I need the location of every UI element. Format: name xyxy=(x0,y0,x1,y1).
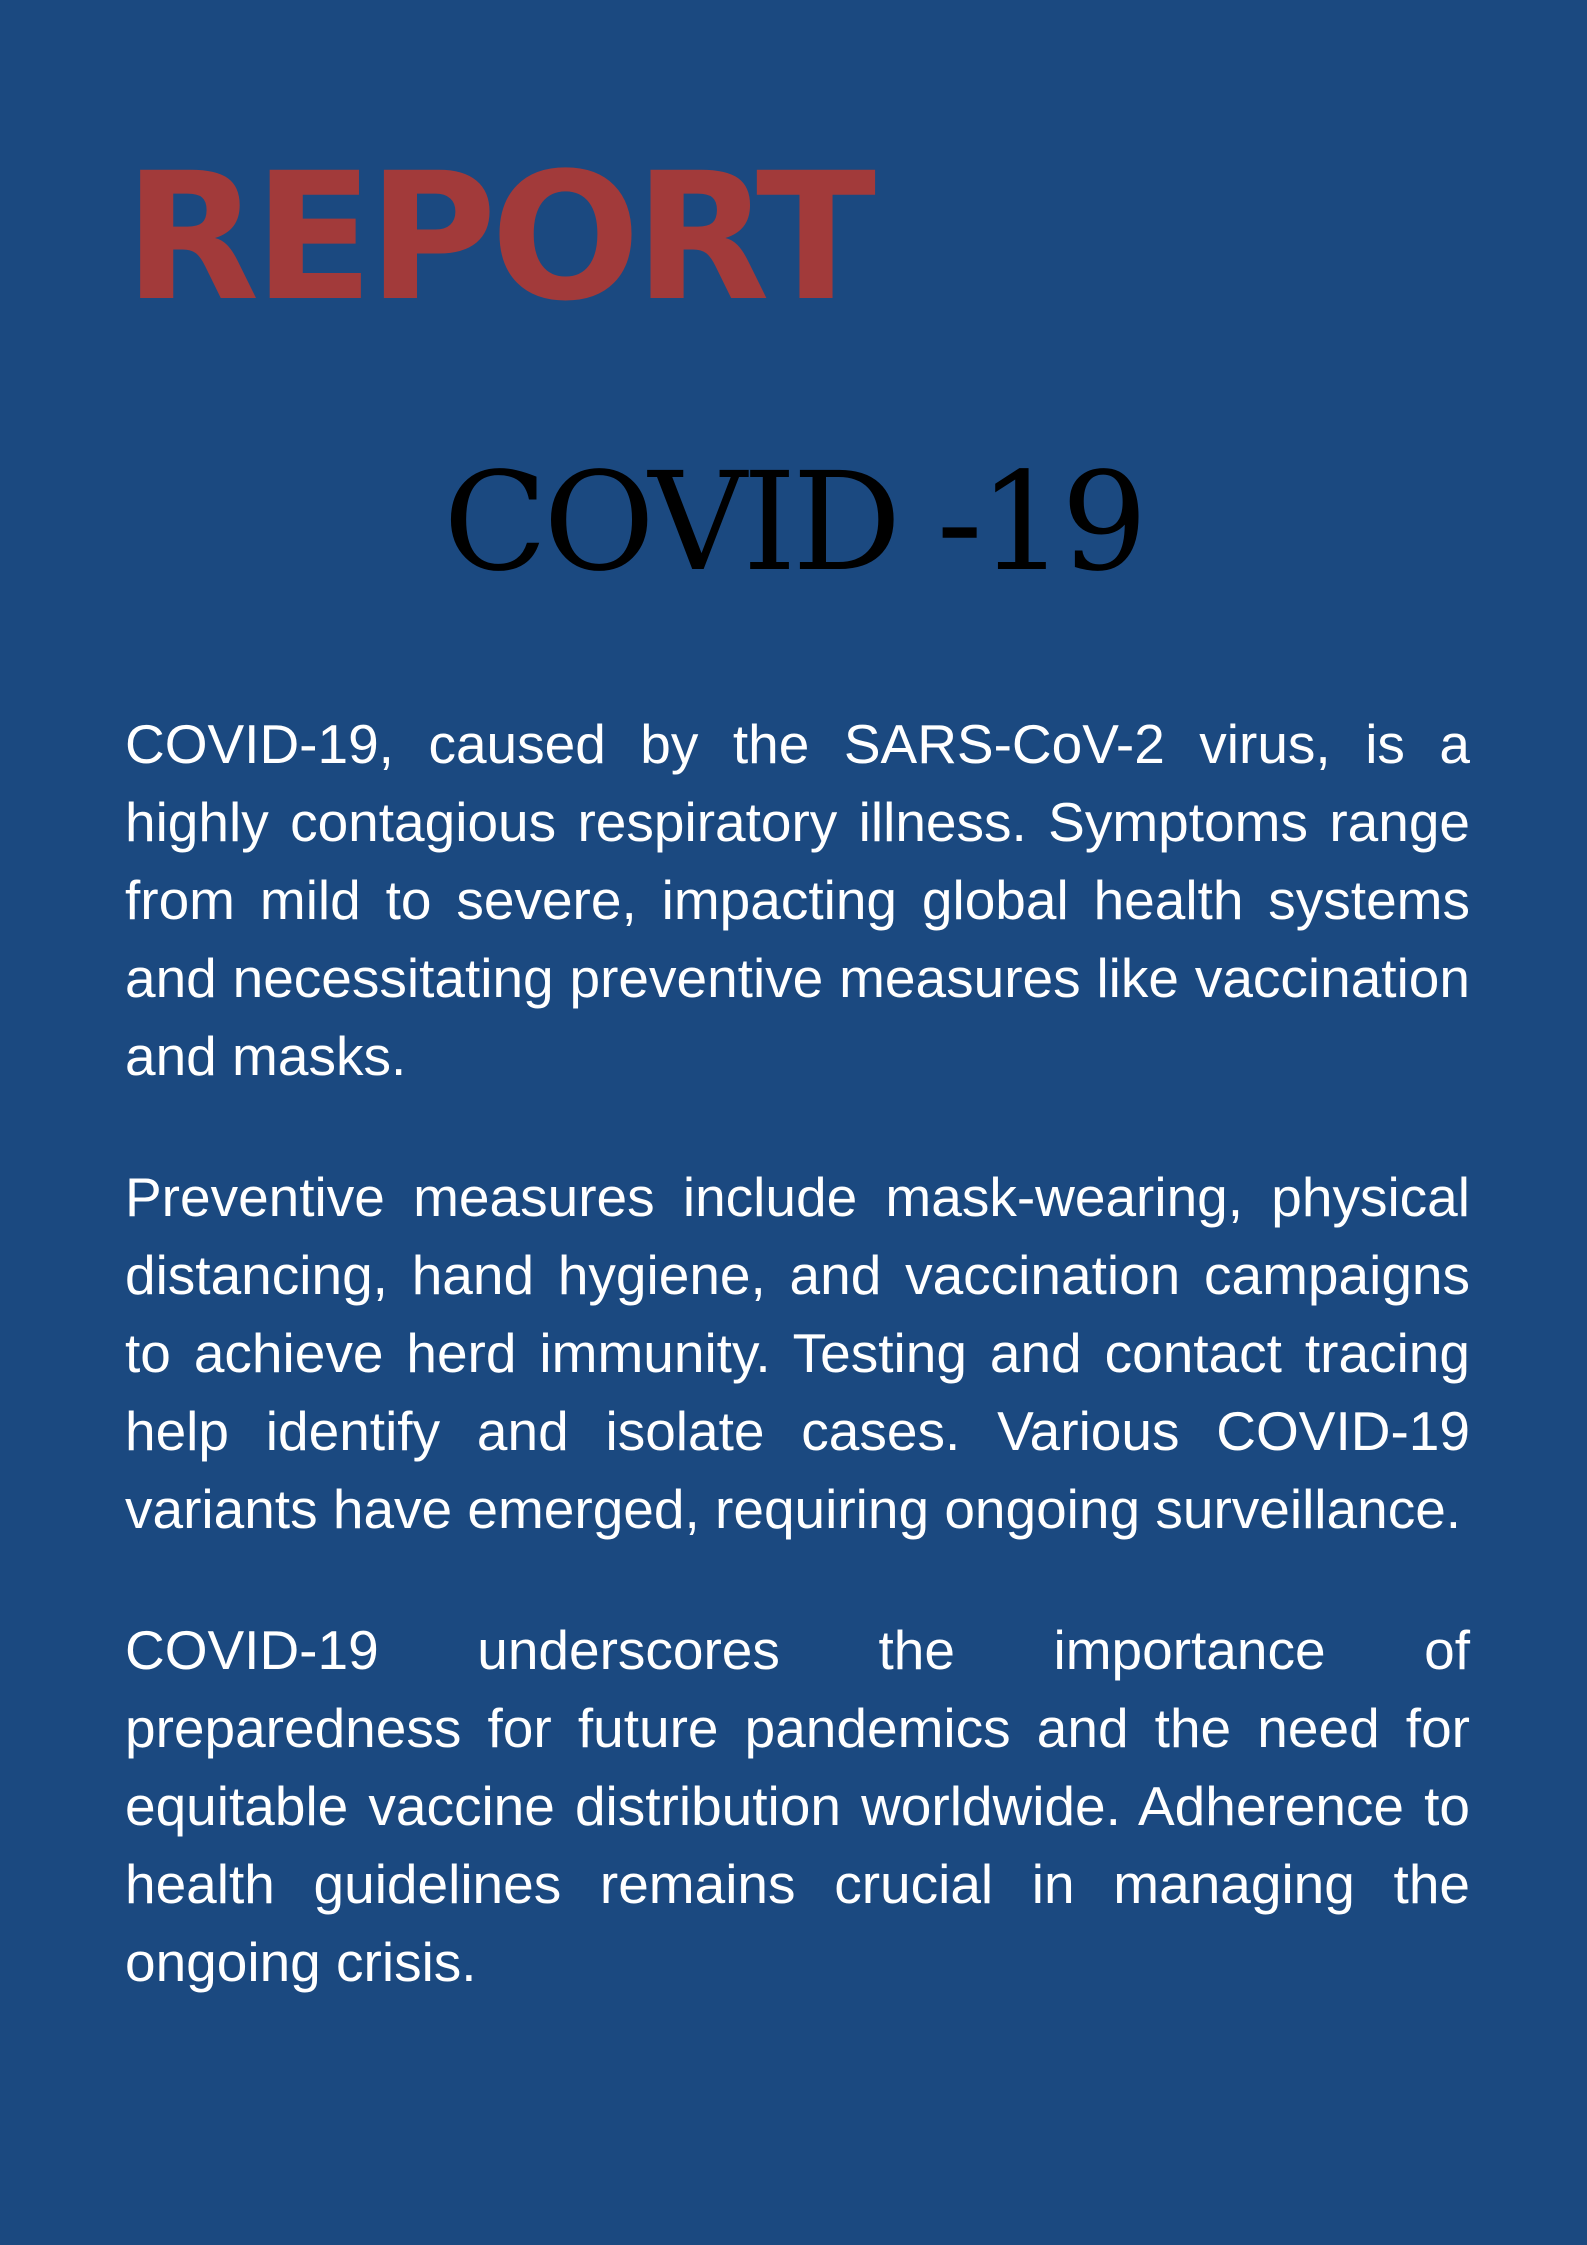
page-title: COVID -19 xyxy=(443,444,1147,602)
paragraph-conclusion: COVID-19 underscores the importance of p… xyxy=(125,1619,1470,1993)
paragraph-intro: COVID-19, caused by the SARS-CoV-2 virus… xyxy=(125,713,1470,1087)
paragraph-prevention: Preventive measures include mask-wearing… xyxy=(125,1166,1470,1540)
report-label: REPORT xyxy=(124,135,876,340)
report-body: COVID-19, caused by the SARS-CoV-2 virus… xyxy=(125,705,1470,2064)
